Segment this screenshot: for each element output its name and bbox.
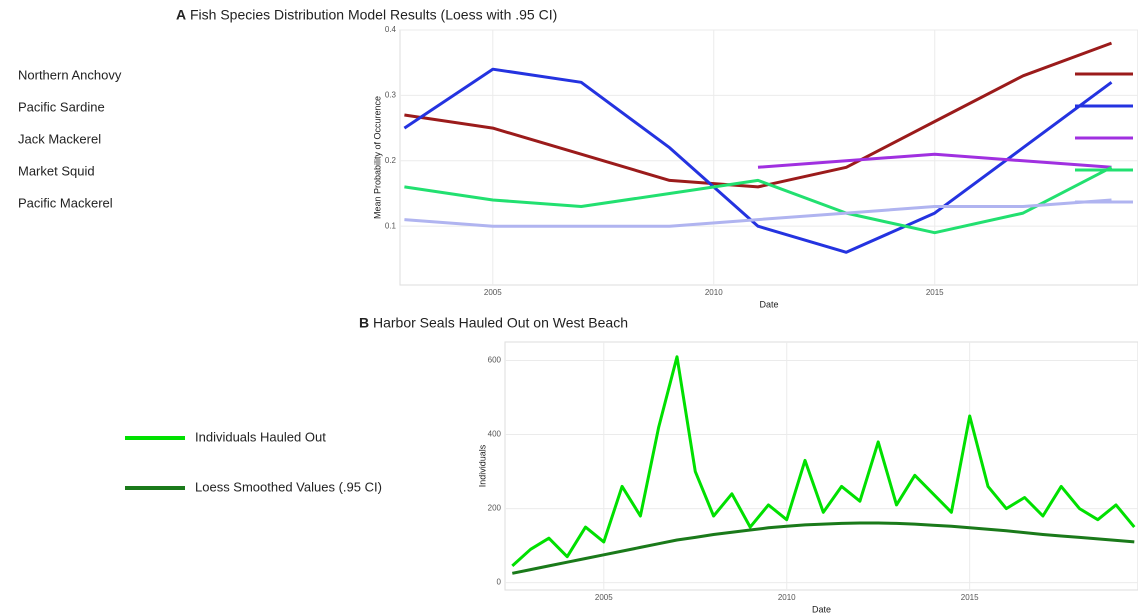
- y-tick-label: 0.1: [385, 221, 397, 230]
- plot-background: [504, 341, 1138, 591]
- x-tick-label: 2005: [484, 288, 502, 297]
- series-line: [403, 67, 1113, 254]
- x-tick-label: 2005: [595, 593, 613, 602]
- y-axis-label: Individuals: [477, 444, 487, 487]
- chart-title: Fish Species Distribution Model Results …: [190, 7, 557, 23]
- legend-label: Pacific Sardine: [18, 99, 105, 114]
- y-tick-label: 0.4: [385, 25, 397, 34]
- legend-label: Loess Smoothed Values (.95 CI): [195, 479, 382, 494]
- x-tick-label: 2015: [961, 593, 979, 602]
- series-line: [404, 198, 1112, 228]
- x-axis-label: Date: [759, 299, 778, 309]
- y-tick-label: 200: [488, 504, 502, 513]
- legend-label: Northern Anchovy: [18, 67, 122, 82]
- legend-label: Market Squid: [18, 163, 95, 178]
- x-tick-label: 2015: [926, 288, 944, 297]
- y-axis-label: Mean Probability of Occurence: [372, 96, 382, 219]
- chart-title: Harbor Seals Hauled Out on West Beach: [373, 315, 628, 331]
- x-axis-label: Date: [812, 604, 831, 613]
- y-tick-label: 600: [488, 356, 502, 365]
- x-tick-label: 2010: [705, 288, 723, 297]
- panel-label: A: [176, 7, 186, 23]
- y-tick-label: 400: [488, 430, 502, 439]
- series-line: [404, 165, 1113, 235]
- series-line: [511, 355, 1136, 568]
- y-tick-label: 0.2: [385, 156, 397, 165]
- y-tick-label: 0: [497, 578, 502, 587]
- x-tick-label: 2010: [778, 593, 796, 602]
- legend-label: Jack Mackerel: [18, 131, 101, 146]
- legend-label: Individuals Hauled Out: [195, 429, 326, 444]
- y-tick-label: 0.3: [385, 90, 397, 99]
- legend-label: Pacific Mackerel: [18, 195, 113, 210]
- series-line: [404, 41, 1113, 189]
- panel-label: B: [359, 315, 369, 331]
- series-line: [757, 152, 1112, 169]
- plot-background: [399, 29, 1138, 286]
- series-line: [512, 521, 1135, 575]
